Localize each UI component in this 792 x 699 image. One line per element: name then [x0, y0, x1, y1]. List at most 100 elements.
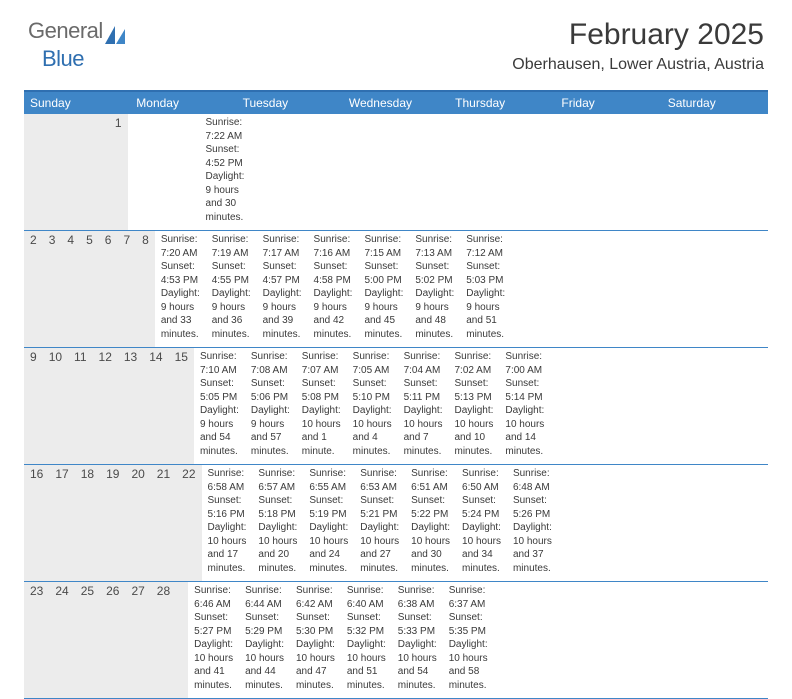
- day-details: Sunrise: 7:20 AMSunset: 4:53 PMDaylight:…: [155, 231, 206, 347]
- day-number: [38, 114, 52, 230]
- day-number: 21: [151, 465, 176, 581]
- day-details: Sunrise: 7:08 AMSunset: 5:06 PMDaylight:…: [245, 348, 296, 464]
- day-header-tue: Tuesday: [237, 92, 343, 114]
- day-header-mon: Monday: [130, 92, 236, 114]
- sunset-text: Sunset: 5:18 PM: [258, 494, 297, 521]
- day-number: 8: [136, 231, 155, 347]
- sunset-text: Sunset: 4:55 PM: [212, 260, 251, 287]
- sunset-text: Sunset: 4:53 PM: [161, 260, 200, 287]
- sunset-text: Sunset: 5:16 PM: [208, 494, 247, 521]
- sunrise-text: Sunrise: 7:20 AM: [161, 233, 200, 260]
- sunrise-text: Sunrise: 7:22 AM: [206, 116, 245, 143]
- daylight-text: Daylight: 10 hours and 4 minutes.: [353, 404, 392, 458]
- day-number: 25: [75, 582, 100, 698]
- sunrise-text: Sunrise: 6:57 AM: [258, 467, 297, 494]
- sunrise-text: Sunrise: 7:08 AM: [251, 350, 290, 377]
- daylight-text: Daylight: 10 hours and 7 minutes.: [404, 404, 443, 458]
- week-row: 16171819202122Sunrise: 6:58 AMSunset: 5:…: [24, 465, 768, 582]
- day-header-sat: Saturday: [662, 92, 768, 114]
- sunrise-text: Sunrise: 7:07 AM: [302, 350, 341, 377]
- day-details: [188, 114, 200, 230]
- day-number: 16: [24, 465, 49, 581]
- daylight-text: Daylight: 9 hours and 51 minutes.: [466, 287, 505, 341]
- sunrise-text: Sunrise: 7:13 AM: [415, 233, 454, 260]
- daylight-text: Daylight: 10 hours and 41 minutes.: [194, 638, 233, 692]
- day-number: [52, 114, 66, 230]
- sunrise-text: Sunrise: 6:46 AM: [194, 584, 233, 611]
- sunrise-text: Sunrise: 6:55 AM: [309, 467, 348, 494]
- day-details: Sunrise: 6:53 AMSunset: 5:21 PMDaylight:…: [354, 465, 405, 581]
- logo-word1: General: [28, 18, 103, 43]
- day-details: Sunrise: 7:15 AMSunset: 5:00 PMDaylight:…: [358, 231, 409, 347]
- day-details: Sunrise: 6:57 AMSunset: 5:18 PMDaylight:…: [252, 465, 303, 581]
- sunrise-text: Sunrise: 6:50 AM: [462, 467, 501, 494]
- sunset-text: Sunset: 5:33 PM: [398, 611, 437, 638]
- sunrise-text: Sunrise: 7:02 AM: [454, 350, 493, 377]
- day-details: Sunrise: 6:46 AMSunset: 5:27 PMDaylight:…: [188, 582, 239, 698]
- day-number: 15: [169, 348, 194, 464]
- day-details: [152, 114, 164, 230]
- day-details: Sunrise: 6:50 AMSunset: 5:24 PMDaylight:…: [456, 465, 507, 581]
- day-header-sun: Sunday: [24, 92, 130, 114]
- day-number: 6: [99, 231, 118, 347]
- detail-row: Sunrise: 6:58 AMSunset: 5:16 PMDaylight:…: [202, 465, 558, 581]
- week-row: 9101112131415Sunrise: 7:10 AMSunset: 5:0…: [24, 348, 768, 465]
- daylight-text: Daylight: 9 hours and 42 minutes.: [314, 287, 353, 341]
- day-number: 26: [100, 582, 125, 698]
- sunrise-text: Sunrise: 6:38 AM: [398, 584, 437, 611]
- daylight-text: Daylight: 10 hours and 47 minutes.: [296, 638, 335, 692]
- daylight-text: Daylight: 9 hours and 45 minutes.: [364, 287, 403, 341]
- day-details: Sunrise: 6:38 AMSunset: 5:33 PMDaylight:…: [392, 582, 443, 698]
- day-details: Sunrise: 6:48 AMSunset: 5:26 PMDaylight:…: [507, 465, 558, 581]
- daylight-text: Daylight: 9 hours and 39 minutes.: [263, 287, 302, 341]
- day-number: 5: [80, 231, 99, 347]
- calendar: Sunday Monday Tuesday Wednesday Thursday…: [24, 90, 768, 699]
- day-number: 20: [125, 465, 150, 581]
- day-number: 1: [109, 114, 128, 230]
- day-details: [164, 114, 176, 230]
- day-details: Sunrise: 7:00 AMSunset: 5:14 PMDaylight:…: [499, 348, 550, 464]
- sunrise-text: Sunrise: 7:17 AM: [263, 233, 302, 260]
- daynum-row: 16171819202122: [24, 465, 202, 581]
- day-details: Sunrise: 6:55 AMSunset: 5:19 PMDaylight:…: [303, 465, 354, 581]
- sunset-text: Sunset: 5:00 PM: [364, 260, 403, 287]
- day-number: 3: [43, 231, 62, 347]
- detail-row: Sunrise: 7:10 AMSunset: 5:05 PMDaylight:…: [194, 348, 550, 464]
- daylight-text: Daylight: 9 hours and 54 minutes.: [200, 404, 239, 458]
- sunrise-text: Sunrise: 7:12 AM: [466, 233, 505, 260]
- sunrise-text: Sunrise: 6:53 AM: [360, 467, 399, 494]
- day-details: Sunrise: 7:07 AMSunset: 5:08 PMDaylight:…: [296, 348, 347, 464]
- day-number: 12: [93, 348, 118, 464]
- day-details: Sunrise: 6:40 AMSunset: 5:32 PMDaylight:…: [341, 582, 392, 698]
- sunrise-text: Sunrise: 7:16 AM: [314, 233, 353, 260]
- sunset-text: Sunset: 5:22 PM: [411, 494, 450, 521]
- day-number: 11: [68, 348, 92, 464]
- daylight-text: Daylight: 9 hours and 48 minutes.: [415, 287, 454, 341]
- day-number: 19: [100, 465, 125, 581]
- day-details: Sunrise: 7:04 AMSunset: 5:11 PMDaylight:…: [398, 348, 449, 464]
- daylight-text: Daylight: 9 hours and 30 minutes.: [206, 170, 245, 224]
- day-details: [140, 114, 152, 230]
- logo: General Blue: [28, 18, 127, 72]
- daylight-text: Daylight: 10 hours and 1 minute.: [302, 404, 341, 458]
- day-details: Sunrise: 6:51 AMSunset: 5:22 PMDaylight:…: [405, 465, 456, 581]
- day-details: Sunrise: 7:19 AMSunset: 4:55 PMDaylight:…: [206, 231, 257, 347]
- header: General Blue February 2025 Oberhausen, L…: [0, 0, 792, 82]
- sunset-text: Sunset: 4:52 PM: [206, 143, 245, 170]
- day-details: Sunrise: 6:58 AMSunset: 5:16 PMDaylight:…: [202, 465, 253, 581]
- day-number: 23: [24, 582, 49, 698]
- daylight-text: Daylight: 10 hours and 27 minutes.: [360, 521, 399, 575]
- sunset-text: Sunset: 5:29 PM: [245, 611, 284, 638]
- day-number: 2: [24, 231, 43, 347]
- sunset-text: Sunset: 5:24 PM: [462, 494, 501, 521]
- day-number: [95, 114, 109, 230]
- day-number: 17: [49, 465, 74, 581]
- sunset-text: Sunset: 5:02 PM: [415, 260, 454, 287]
- day-details: [176, 114, 188, 230]
- daylight-text: Daylight: 9 hours and 33 minutes.: [161, 287, 200, 341]
- day-number: 24: [49, 582, 74, 698]
- daynum-row: 1: [24, 114, 128, 230]
- day-number: 13: [118, 348, 143, 464]
- daylight-text: Daylight: 10 hours and 20 minutes.: [258, 521, 297, 575]
- sunset-text: Sunset: 5:27 PM: [194, 611, 233, 638]
